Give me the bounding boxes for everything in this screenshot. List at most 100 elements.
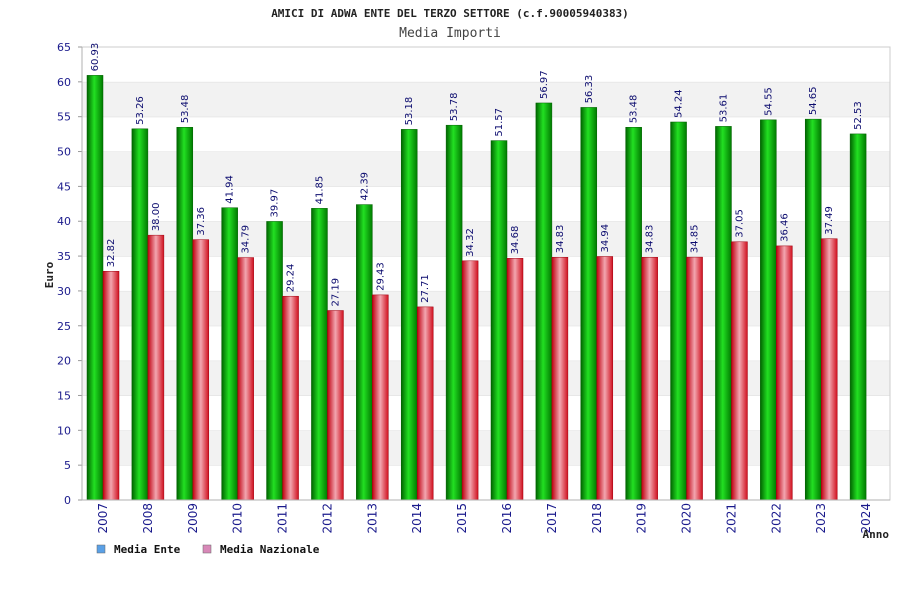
- chart-subtitle: Media Importi: [399, 26, 501, 41]
- grid-band: [82, 430, 890, 466]
- bar: [490, 140, 508, 501]
- grid-band: [82, 325, 890, 361]
- data-label: 39.97: [270, 189, 281, 218]
- bar: [237, 257, 254, 501]
- x-tick-label: 2014: [410, 503, 424, 534]
- data-label: 37.36: [196, 207, 207, 236]
- legend-label-media-ente: Media Ente: [114, 543, 181, 556]
- x-tick-label: 2023: [814, 503, 828, 534]
- x-tick-label: 2019: [635, 503, 649, 534]
- x-tick-label: 2009: [186, 503, 200, 534]
- bar: [372, 294, 389, 501]
- bar: [176, 127, 194, 501]
- grid-band: [82, 81, 890, 117]
- bar: [192, 239, 210, 501]
- data-label: 53.61: [718, 94, 729, 123]
- bar: [804, 118, 822, 501]
- data-label: 34.32: [465, 228, 476, 257]
- x-tick-label: 2018: [590, 503, 604, 534]
- data-label: 53.48: [180, 95, 191, 124]
- grid-bands: [81, 46, 891, 501]
- grid-band: [82, 186, 890, 222]
- y-tick-label: 25: [57, 320, 71, 333]
- data-label: 54.55: [763, 87, 774, 116]
- data-label: 29.43: [375, 262, 386, 291]
- grid-band: [82, 116, 890, 152]
- bar: [776, 245, 793, 501]
- data-label: 60.93: [90, 43, 101, 72]
- bar: [445, 124, 463, 501]
- data-label: 34.79: [241, 225, 252, 254]
- grid-band: [82, 151, 890, 187]
- bar: [506, 258, 524, 501]
- data-label: 42.39: [359, 172, 370, 201]
- bar: [715, 126, 732, 501]
- bar: [416, 306, 434, 501]
- x-tick-label: 2022: [769, 503, 783, 534]
- y-axis-ticks: 0 5 10 15 20 25 30 35 40 45 50 55 60 65: [57, 41, 82, 507]
- chart-title: AMICI DI ADWA ENTE DEL TERZO SETTORE (c.…: [271, 7, 629, 20]
- bar: [849, 133, 867, 501]
- bar: [221, 207, 238, 501]
- data-label: 52.53: [853, 101, 864, 130]
- bar: [760, 119, 777, 501]
- grid-band: [82, 290, 890, 326]
- x-tick-label: 2015: [455, 503, 469, 534]
- grid-band: [82, 221, 890, 257]
- bar: [86, 75, 104, 501]
- x-tick-label: 2012: [320, 503, 334, 534]
- bar: [147, 234, 165, 501]
- y-tick-label: 35: [57, 250, 71, 263]
- data-label: 34.83: [645, 225, 656, 254]
- legend-swatch-media-ente: [96, 544, 106, 554]
- bar: [131, 128, 149, 501]
- y-tick-label: 50: [57, 146, 71, 159]
- x-tick-label: 2020: [680, 503, 694, 534]
- x-tick-label: 2011: [276, 503, 290, 534]
- y-tick-label: 5: [64, 459, 71, 472]
- bar: [670, 121, 687, 501]
- data-label: 54.65: [808, 86, 819, 115]
- legend-label-media-nazionale: Media Nazionale: [220, 543, 320, 556]
- data-label: 41.94: [225, 175, 236, 204]
- y-tick-label: 15: [57, 389, 71, 402]
- x-axis-ticks: 2007 2008 2009 2010 2011 2012 2013 2014 2015 2016…: [96, 503, 873, 534]
- data-label: 53.18: [404, 97, 415, 126]
- data-label: 53.48: [629, 95, 640, 124]
- grid-band: [82, 256, 890, 291]
- data-label: 27.71: [420, 274, 431, 303]
- data-label: 56.33: [584, 75, 595, 104]
- y-tick-label: 45: [57, 180, 71, 193]
- bar: [551, 257, 569, 501]
- bar: [820, 238, 838, 501]
- bar: [580, 107, 598, 501]
- y-tick-label: 40: [57, 215, 71, 228]
- bar: [327, 310, 344, 501]
- data-label: 37.05: [734, 209, 745, 238]
- data-label: 38.00: [151, 203, 162, 232]
- bar: [535, 102, 553, 501]
- bar: [282, 295, 299, 501]
- bar: [266, 221, 283, 501]
- y-tick-label: 20: [57, 355, 71, 368]
- data-label: 36.46: [779, 213, 790, 242]
- data-label: 51.57: [494, 108, 505, 137]
- data-label: 34.68: [510, 226, 521, 255]
- x-tick-label: 2010: [231, 503, 245, 534]
- bar: [625, 127, 642, 501]
- grid-band: [82, 395, 890, 431]
- data-label: 27.19: [330, 278, 341, 307]
- x-tick-label: 2024: [859, 503, 873, 534]
- data-label: 56.97: [539, 70, 550, 99]
- x-tick-label: 2007: [96, 503, 110, 534]
- x-tick-label: 2013: [365, 503, 379, 534]
- data-label: 32.82: [106, 239, 117, 268]
- grid-band: [82, 465, 890, 500]
- data-labels: 60.93 32.82 53.26 38.00 53.48 37.36 41.94 34.79…: [90, 43, 864, 307]
- y-axis-title: Euro: [43, 261, 56, 288]
- bar: [596, 256, 614, 501]
- data-label: 54.24: [674, 89, 685, 118]
- x-tick-label: 2008: [141, 503, 155, 534]
- bar: [686, 256, 703, 501]
